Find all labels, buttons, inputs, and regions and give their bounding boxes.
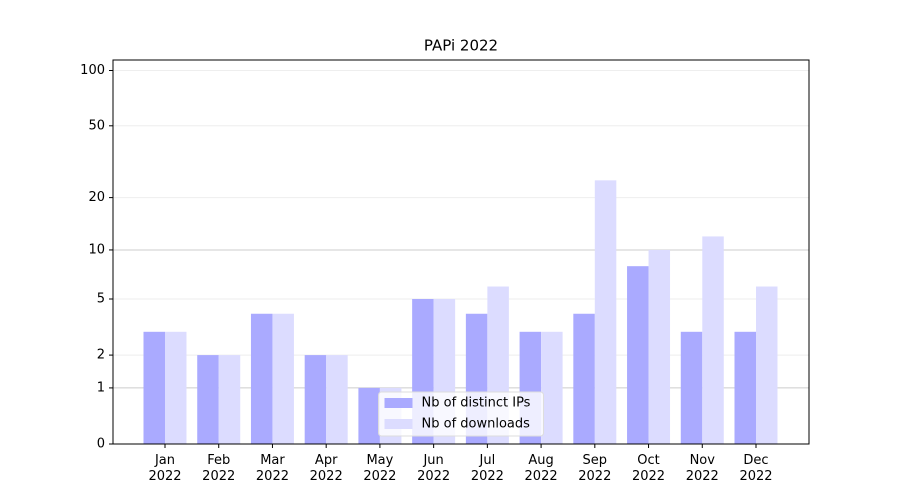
bar (627, 266, 649, 444)
x-tick-label: Nov 2022 (685, 453, 719, 484)
y-tick-label: 100 (80, 63, 105, 78)
bar (702, 236, 724, 444)
y-tick-label: 10 (88, 242, 105, 257)
legend-swatch (384, 419, 413, 429)
x-tick-label: May 2022 (363, 453, 397, 484)
chart-title: PAPi 2022 (424, 37, 498, 55)
x-tick-label: Dec 2022 (739, 453, 773, 484)
x-tick-label: Oct 2022 (631, 453, 666, 484)
legend-label: Nb of downloads (422, 417, 531, 432)
x-tick-label: Mar 2022 (255, 453, 289, 484)
bar (573, 313, 595, 444)
legend-label: Nb of distinct IPs (422, 396, 531, 411)
bar (304, 355, 327, 444)
x-tick-label: Feb 2022 (202, 453, 236, 484)
plot-frame (112, 59, 810, 445)
x-tick-label: Jun 2022 (417, 453, 451, 484)
legend-swatch (384, 398, 413, 408)
bar (734, 331, 756, 444)
bar (218, 355, 241, 444)
bar (680, 331, 703, 444)
x-tick-label: Sep 2022 (578, 453, 612, 484)
y-tick-label: 5 (97, 291, 105, 306)
bar (250, 313, 273, 444)
bar (197, 355, 219, 444)
bar (648, 249, 671, 444)
bar (143, 331, 165, 444)
y-tick-label: 50 (88, 118, 105, 133)
y-tick-label: 0 (97, 437, 105, 452)
y-tick-label: 2 (97, 348, 105, 363)
x-tick-label: Apr 2022 (309, 453, 343, 484)
legend: Nb of distinct IPs Nb of downloads (378, 391, 544, 437)
bar (326, 355, 348, 444)
bar (165, 331, 187, 444)
x-tick-label: Jul 2022 (470, 453, 504, 484)
legend-box (378, 391, 544, 437)
bar (594, 180, 617, 444)
x-tick-label: Jan 2022 (148, 453, 182, 484)
y-tick-label: 1 (97, 380, 105, 395)
bar (756, 286, 778, 444)
y-tick-label: 20 (88, 190, 105, 205)
bar (358, 387, 380, 444)
bar (272, 313, 294, 444)
x-tick-label: Aug 2022 (524, 453, 558, 484)
bar (541, 331, 563, 444)
